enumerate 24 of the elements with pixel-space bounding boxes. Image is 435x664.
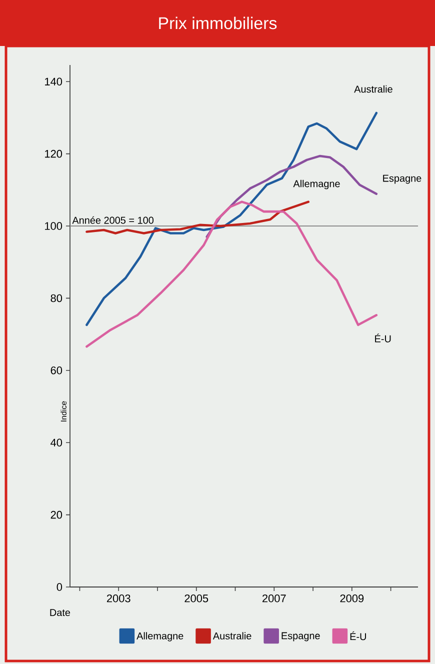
y-tick-label: 20 <box>50 510 62 519</box>
line-series <box>206 154 378 238</box>
x-tick-label: 2005 <box>184 594 208 602</box>
annotation: Allemagne <box>293 180 340 190</box>
legend-label: Espagne <box>282 632 320 642</box>
y-tick-label: 140 <box>45 78 62 86</box>
y-tick-label: 120 <box>45 150 62 158</box>
x-axis-title: Date <box>50 609 70 616</box>
y-tick-label: 60 <box>50 366 62 374</box>
annotation: Australie <box>354 85 392 93</box>
y-tick-label: 40 <box>50 438 62 446</box>
x-tick-label: 2007 <box>262 594 286 602</box>
legend-label: Australie <box>212 632 252 640</box>
legend-label: É-U <box>350 631 366 640</box>
x-tick-label: 2009 <box>340 594 364 602</box>
annotation: É-U <box>375 334 391 342</box>
y-tick-label: 100 <box>45 222 62 230</box>
legend-label: Allemagne <box>136 632 184 642</box>
x-tick-label: 2003 <box>106 594 130 602</box>
annotation: Espagne <box>383 174 422 184</box>
y-tick-label: 80 <box>50 294 62 302</box>
y-tick-label: 0 <box>56 583 62 591</box>
chart-title: Prix immobiliers <box>159 16 277 30</box>
ref-line-label: Année 2005 = 100 <box>72 216 154 224</box>
